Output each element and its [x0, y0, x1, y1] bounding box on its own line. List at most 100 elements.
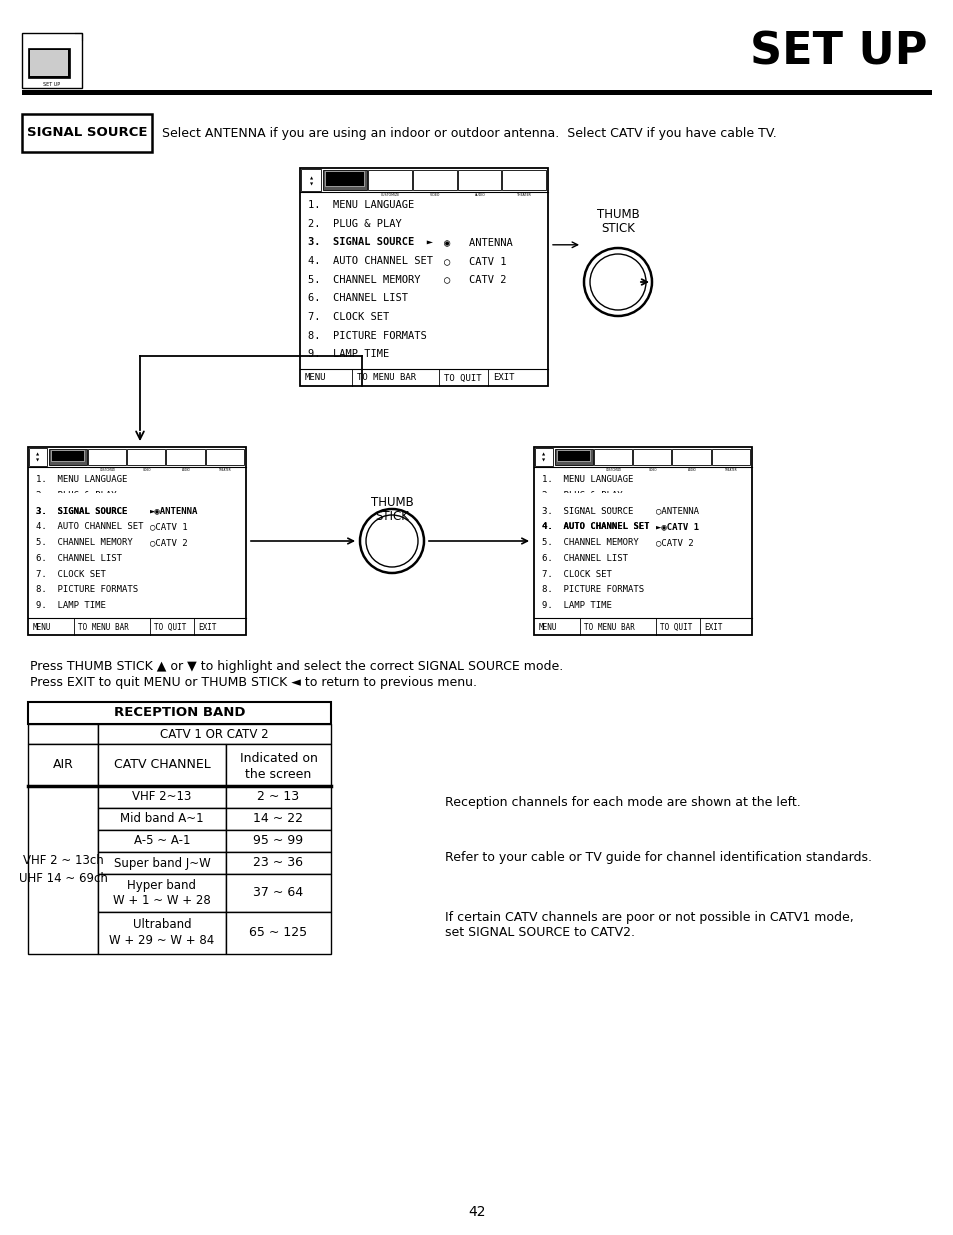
Text: 42: 42: [468, 1205, 485, 1219]
Bar: [323, 170, 367, 190]
Bar: [28, 447, 246, 635]
Text: Select ANTENNA if you are using an indoor or outdoor antenna.  Select CATV if yo: Select ANTENNA if you are using an indoo…: [162, 126, 776, 140]
Bar: [29, 448, 47, 466]
Bar: [539, 493, 745, 508]
Text: ○   CATV 2: ○ CATV 2: [443, 274, 506, 284]
Bar: [301, 169, 321, 191]
Text: Mid band A~1: Mid band A~1: [120, 813, 204, 825]
Bar: [148, 525, 240, 540]
Text: the screen: the screen: [245, 767, 312, 781]
Text: THUMB: THUMB: [596, 209, 639, 221]
Text: Reception channels for each mode are shown at the left.: Reception channels for each mode are sho…: [444, 797, 800, 809]
Text: ▼: ▼: [310, 182, 313, 186]
Bar: [28, 48, 70, 78]
Bar: [51, 450, 85, 462]
Text: W + 29 ~ W + 84: W + 29 ~ W + 84: [110, 935, 214, 947]
Text: ◉   ANTENNA: ◉ ANTENNA: [443, 237, 512, 247]
Text: 2.  PLUG & PLAY: 2. PLUG & PLAY: [308, 219, 401, 228]
Text: 4.  AUTO CHANNEL SET: 4. AUTO CHANNEL SET: [541, 522, 649, 531]
Text: UHF 14 ~ 69ch: UHF 14 ~ 69ch: [18, 872, 108, 884]
Text: TO MENU BAR: TO MENU BAR: [78, 622, 129, 631]
Text: VIDEO: VIDEO: [430, 193, 440, 198]
Text: MENU: MENU: [538, 622, 557, 631]
Text: ○   CATV 1: ○ CATV 1: [443, 256, 506, 266]
Text: ▲: ▲: [36, 453, 39, 457]
Text: 95 ~ 99: 95 ~ 99: [253, 835, 303, 847]
Bar: [98, 852, 226, 874]
Bar: [98, 743, 226, 785]
Text: VIDEO: VIDEO: [142, 468, 151, 472]
Text: 9.  LAMP TIME: 9. LAMP TIME: [541, 601, 611, 610]
Bar: [633, 450, 671, 466]
Text: SETUP: SETUP: [64, 468, 72, 472]
Bar: [98, 808, 226, 830]
Text: MENU: MENU: [33, 622, 51, 631]
Text: CATV 1 OR CATV 2: CATV 1 OR CATV 2: [160, 727, 269, 741]
Text: 23 ~ 36: 23 ~ 36: [253, 857, 303, 869]
Text: ▲: ▲: [541, 453, 545, 457]
Text: 3.  SIGNAL SOURCE: 3. SIGNAL SOURCE: [541, 506, 633, 515]
Text: AUDIO: AUDIO: [181, 468, 191, 472]
Text: AUDIO: AUDIO: [687, 468, 696, 472]
Text: MENU: MENU: [305, 373, 326, 383]
Bar: [539, 509, 745, 524]
Bar: [554, 450, 592, 466]
Text: 5.  CHANNEL MEMORY: 5. CHANNEL MEMORY: [541, 538, 639, 547]
Text: Indicated on: Indicated on: [239, 752, 317, 764]
Text: THEATER: THEATER: [724, 468, 737, 472]
Text: Press EXIT to quit MENU or THUMB STICK ◄ to return to previous menu.: Press EXIT to quit MENU or THUMB STICK ◄…: [30, 676, 476, 689]
Text: TO QUIT: TO QUIT: [659, 622, 692, 631]
Text: 1.  MENU LANGUAGE: 1. MENU LANGUAGE: [36, 475, 128, 484]
Bar: [34, 493, 240, 508]
Bar: [28, 701, 331, 724]
Text: AUDIO: AUDIO: [474, 193, 485, 198]
Bar: [226, 743, 331, 785]
Bar: [22, 90, 931, 95]
Text: 6.  CHANNEL LIST: 6. CHANNEL LIST: [541, 553, 627, 563]
Text: ○CATV 2: ○CATV 2: [150, 538, 188, 547]
Text: 5.  CHANNEL MEMORY: 5. CHANNEL MEMORY: [308, 274, 420, 284]
Bar: [711, 450, 749, 466]
Text: Super band J~W: Super band J~W: [113, 857, 211, 869]
Text: W + 1 ~ W + 28: W + 1 ~ W + 28: [113, 894, 211, 908]
Text: SIGNAL SOURCE: SIGNAL SOURCE: [27, 126, 147, 140]
Text: ▼: ▼: [541, 459, 545, 463]
Bar: [28, 785, 98, 953]
Text: 5.  CHANNEL MEMORY: 5. CHANNEL MEMORY: [36, 538, 132, 547]
Bar: [534, 447, 751, 635]
Bar: [49, 450, 87, 466]
Text: 14 ~ 22: 14 ~ 22: [253, 813, 303, 825]
Text: TO MENU BAR: TO MENU BAR: [583, 622, 635, 631]
Text: 8.  PICTURE FORMATS: 8. PICTURE FORMATS: [36, 585, 138, 594]
Text: 3.  SIGNAL SOURCE  ►: 3. SIGNAL SOURCE ►: [308, 237, 433, 247]
Text: Ultraband: Ultraband: [132, 919, 192, 931]
Text: 3.  SIGNAL SOURCE: 3. SIGNAL SOURCE: [36, 506, 128, 515]
Bar: [226, 874, 331, 911]
Bar: [226, 852, 331, 874]
Bar: [226, 830, 331, 852]
Text: 7.  CLOCK SET: 7. CLOCK SET: [308, 312, 389, 322]
Bar: [226, 911, 331, 953]
Text: STICK: STICK: [600, 221, 635, 235]
Text: SETUP: SETUP: [340, 193, 351, 198]
Text: Refer to your cable or TV guide for channel identification standards.: Refer to your cable or TV guide for chan…: [444, 851, 871, 864]
Text: 8.  PICTURE FORMATS: 8. PICTURE FORMATS: [308, 331, 426, 341]
Text: 1.  MENU LANGUAGE: 1. MENU LANGUAGE: [308, 200, 414, 210]
Text: 3.  SIGNAL SOURCE: 3. SIGNAL SOURCE: [541, 506, 633, 515]
Text: VHF 2 ~ 13ch: VHF 2 ~ 13ch: [23, 853, 103, 867]
Bar: [672, 450, 710, 466]
Bar: [457, 170, 500, 190]
Text: STICK: STICK: [375, 510, 409, 522]
Bar: [88, 450, 126, 466]
Text: 3.  SIGNAL SOURCE: 3. SIGNAL SOURCE: [36, 506, 128, 515]
Bar: [98, 874, 226, 911]
Bar: [299, 168, 547, 387]
Text: 7.  CLOCK SET: 7. CLOCK SET: [541, 569, 611, 579]
Text: THEATER: THEATER: [517, 193, 532, 198]
Text: TO QUIT: TO QUIT: [443, 373, 481, 383]
Text: 6.  CHANNEL LIST: 6. CHANNEL LIST: [308, 294, 408, 304]
Bar: [368, 170, 412, 190]
Bar: [654, 525, 745, 540]
Text: CUSTOMIZE: CUSTOMIZE: [605, 468, 621, 472]
Text: SET UP: SET UP: [44, 82, 60, 86]
